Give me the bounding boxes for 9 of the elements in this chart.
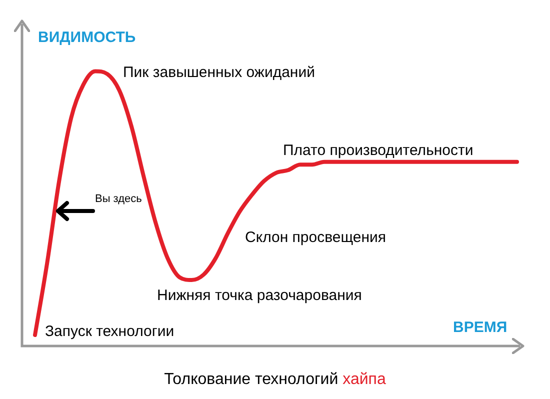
text: Толкование технологий хайпа <box>164 371 386 388</box>
y-axis-title: ВИДИМОСТЬ <box>38 29 136 47</box>
annotation: Запуск технологии <box>45 323 174 341</box>
x-axis-title: ВРЕМЯ <box>453 319 508 337</box>
annotation: Нижняя точка разочарования <box>157 287 362 305</box>
annotation: Пик завышенных ожиданий <box>123 64 315 82</box>
annotation: Склон просвещения <box>245 229 386 247</box>
annotation: Плато производительности <box>283 142 474 160</box>
annotation: Вы здесь <box>95 193 142 207</box>
